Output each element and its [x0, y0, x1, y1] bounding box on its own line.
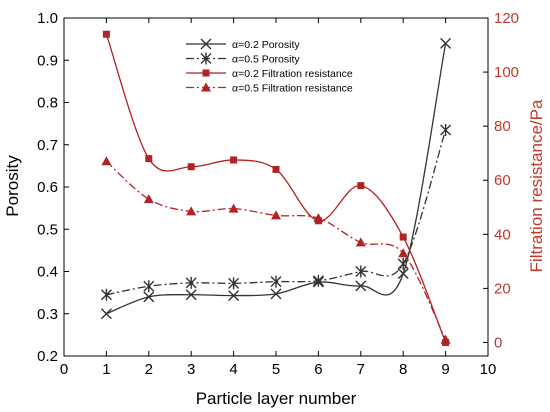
left-y-tick-label: 0.6 [37, 179, 58, 196]
series-4 [101, 156, 451, 344]
x-tick-label: 0 [60, 361, 68, 378]
data-point [187, 163, 195, 171]
data-point [397, 268, 409, 280]
left-y-tick-label: 0.9 [37, 52, 58, 69]
legend-label: α=0.2 Filtration resistance [232, 68, 353, 80]
right-y-axis-title: Filtration resistance/Pa [527, 99, 546, 272]
right-y-tick-label: 80 [494, 118, 511, 135]
data-point [357, 182, 365, 190]
right-y-tick-label: 0 [494, 334, 502, 351]
data-point [143, 194, 154, 204]
data-point [399, 233, 407, 241]
legend-marker [200, 38, 212, 50]
series-2 [100, 123, 452, 301]
data-point [271, 210, 281, 220]
x-tick-label: 6 [314, 361, 322, 378]
data-point [101, 156, 112, 166]
data-point [100, 288, 112, 301]
x-tick-label: 2 [145, 361, 153, 378]
left-y-tick-label: 0.8 [37, 95, 58, 112]
data-point [145, 155, 153, 163]
left-y-tick-label: 0.4 [37, 264, 58, 281]
data-point [143, 291, 155, 303]
left-y-tick-label: 0.5 [37, 221, 58, 238]
data-point [355, 237, 366, 247]
legend-label: α=0.2 Porosity [232, 39, 300, 51]
data-point [270, 288, 282, 300]
series-line [105, 34, 447, 343]
data-point [272, 165, 280, 173]
data-point [312, 274, 324, 287]
left-y-tick-label: 1.0 [37, 10, 58, 27]
data-point [185, 289, 197, 301]
data-point [397, 257, 409, 270]
data-point [230, 156, 238, 164]
legend-label: α=0.5 Porosity [232, 54, 300, 66]
x-tick-label: 10 [480, 361, 497, 378]
x-tick-label: 7 [357, 361, 365, 378]
data-point [143, 280, 155, 293]
legend-marker [201, 82, 211, 92]
right-y-tick-label: 100 [494, 64, 519, 81]
data-point [440, 37, 452, 49]
x-tick-label: 9 [441, 361, 449, 378]
left-y-tick-label: 0.2 [37, 348, 58, 365]
data-point [100, 308, 112, 320]
legend-marker [202, 69, 210, 77]
data-point [228, 277, 240, 290]
legend: α=0.2 Porosity α=0.5 Porosity α=0.2 Filtra… [186, 38, 353, 95]
right-y-tick-label: 20 [494, 280, 511, 297]
x-tick-label: 8 [399, 361, 407, 378]
data-point [102, 30, 110, 38]
left-y-tick-label: 0.3 [37, 306, 58, 323]
series-line [105, 160, 447, 341]
left-y-axis-title: Porosity [3, 155, 22, 217]
series-layer [100, 30, 452, 346]
data-point [270, 275, 282, 288]
data-point [313, 213, 324, 223]
left-y-axis: 0.2 0.3 0.4 0.5 0.6 0.7 0.8 0.9 1.0 [37, 10, 69, 365]
x-tick-label: 3 [187, 361, 195, 378]
data-point [186, 206, 197, 216]
data-point [228, 290, 240, 302]
right-y-axis: 0 20 40 60 80 100 120 [483, 10, 519, 351]
data-point [440, 334, 451, 344]
x-tick-label: 4 [229, 361, 237, 378]
left-y-tick-label: 0.7 [37, 137, 58, 154]
legend-label: α=0.5 Filtration resistance [232, 83, 353, 95]
data-point [355, 280, 367, 292]
right-y-tick-label: 40 [494, 226, 511, 243]
data-point [440, 123, 452, 136]
legend-marker [200, 52, 212, 65]
data-point [355, 265, 367, 278]
x-axis-title: Particle layer number [196, 389, 357, 408]
x-tick-label: 1 [102, 361, 110, 378]
data-point [185, 276, 197, 289]
x-axis: 0 1 2 3 4 5 6 7 8 9 10 [60, 18, 497, 378]
x-tick-label: 5 [272, 361, 280, 378]
right-y-tick-label: 120 [494, 10, 519, 27]
data-point [398, 248, 409, 258]
right-y-tick-label: 60 [494, 172, 511, 189]
data-point [228, 203, 239, 213]
